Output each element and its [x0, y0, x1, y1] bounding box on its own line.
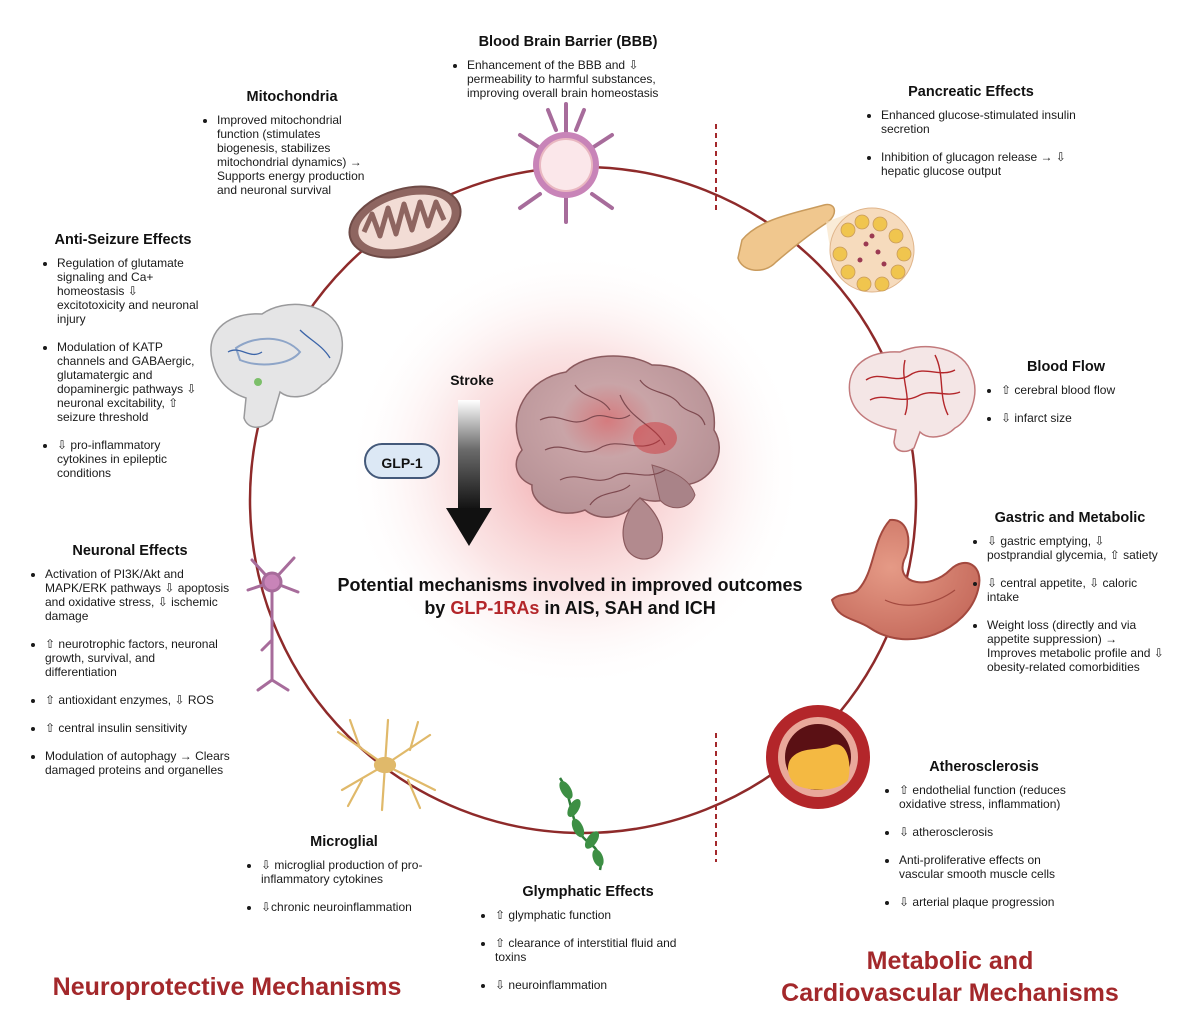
list-item: ⇧ antioxidant enzymes, ⇩ ROS — [45, 693, 230, 707]
category-line2: Cardiovascular Mechanisms — [781, 979, 1119, 1007]
title-suffix: in AIS, SAH and ICH — [539, 598, 716, 618]
category-neuroprotective: Neuroprotective Mechanisms — [52, 973, 402, 1001]
glp1-badge: GLP-1 — [364, 443, 440, 479]
title-prefix: by — [424, 598, 451, 618]
blood-brain-barrier-icon — [518, 102, 614, 224]
section-anti-seizure: Anti-Seizure Effects Regulation of gluta… — [42, 232, 204, 480]
glymphatic-vessel-icon — [558, 777, 604, 871]
list-item: Regulation of glutamate signaling and Ca… — [57, 256, 204, 326]
list-item: ⇧ glymphatic function — [495, 908, 696, 922]
list-item: ⇩ arterial plaque progression — [899, 895, 1084, 909]
central-title-line1: Potential mechanisms involved in improve… — [337, 575, 803, 595]
section-title: Anti-Seizure Effects — [54, 232, 192, 248]
microglia-icon — [336, 718, 437, 812]
list-item: ⇩ pro-inflammatory cytokines in epilepti… — [57, 438, 204, 480]
neuron-icon — [246, 556, 300, 692]
central-title-line2: by GLP-1RAs in AIS, SAH and ICH — [300, 597, 840, 620]
section-title: Mitochondria — [246, 89, 338, 105]
section-title: Neuronal Effects — [72, 543, 188, 559]
section-bbb: Blood Brain Barrier (BBB) Enhancement of… — [452, 34, 684, 100]
downward-arrow-icon — [446, 400, 492, 546]
brain-blood-flow-icon — [848, 345, 976, 453]
section-title: Microglial — [310, 834, 378, 850]
section-title: Atherosclerosis — [929, 759, 1039, 775]
list-item: ⇧ endothelial function (reduces oxidativ… — [899, 783, 1084, 811]
stomach-icon — [830, 518, 981, 641]
stroke-label: Stroke — [450, 372, 494, 388]
artery-plaque-icon — [766, 705, 870, 809]
list-item: ⇩ central appetite, ⇩ caloric intake — [987, 576, 1168, 604]
list-item: Improved mitochondrial function (stimula… — [217, 113, 382, 197]
list-item: ⇩ microglial production of pro-inflammat… — [261, 858, 442, 886]
section-atherosclerosis: Atherosclerosis ⇧ endothelial function (… — [884, 759, 1084, 909]
category-line1: Metabolic and — [866, 947, 1034, 975]
section-pancreatic: Pancreatic Effects Enhanced glucose-stim… — [866, 84, 1076, 178]
list-item: Modulation of KATP channels and GABAergi… — [57, 340, 204, 424]
list-item: Enhanced glucose-stimulated insulin secr… — [881, 108, 1076, 136]
central-brain-icon — [515, 355, 720, 560]
list-item: ⇩ gastric emptying, ⇩ postprandial glyce… — [987, 534, 1168, 562]
list-item: Activation of PI3K/Akt and MAPK/ERK path… — [45, 567, 230, 623]
list-item: Inhibition of glucagon release → ⇩ hepat… — [881, 150, 1076, 178]
sagittal-brain-seizure-icon — [210, 303, 344, 428]
section-mitochondria: Mitochondria Improved mitochondrial func… — [202, 89, 382, 197]
section-title: Pancreatic Effects — [908, 84, 1034, 100]
title-highlight: GLP-1RAs — [450, 598, 540, 618]
section-gastric-metabolic: Gastric and Metabolic ⇩ gastric emptying… — [972, 510, 1168, 674]
section-title: Blood Brain Barrier (BBB) — [478, 34, 658, 50]
central-title: Potential mechanisms involved in improve… — [300, 574, 840, 620]
mitochondria-icon — [348, 185, 462, 259]
list-item: Weight loss (directly and via appetite s… — [987, 618, 1168, 674]
list-item: ⇩ infarct size — [1001, 411, 1146, 425]
list-item: ⇩chronic neuroinflammation — [261, 900, 442, 914]
list-item: Modulation of autophagy → Clears damaged… — [45, 749, 230, 777]
list-item: ⇧ neurotrophic factors, neuronal growth,… — [45, 637, 230, 679]
section-title: Blood Flow — [1026, 359, 1106, 375]
section-glymphatic: Glymphatic Effects ⇧ glymphatic function… — [480, 884, 696, 992]
list-item: ⇧ clearance of interstitial fluid and to… — [495, 936, 696, 964]
list-item: Enhancement of the BBB and ⇩ permeabilit… — [467, 58, 684, 100]
list-item: ⇧ cerebral blood flow — [1001, 383, 1146, 397]
pancreas-icon — [737, 203, 915, 293]
list-item: ⇩ atherosclerosis — [899, 825, 1084, 839]
category-metabolic-cardiovascular: Metabolic and Cardiovascular Mechanisms — [760, 945, 1140, 1009]
section-title: Gastric and Metabolic — [994, 510, 1146, 526]
section-title: Glymphatic Effects — [522, 884, 654, 900]
list-item: ⇧ central insulin sensitivity — [45, 721, 230, 735]
section-neuronal: Neuronal Effects Activation of PI3K/Akt … — [30, 543, 230, 777]
list-item: Anti-proliferative effects on vascular s… — [899, 853, 1084, 881]
section-microglial: Microglial ⇩ microglial production of pr… — [246, 834, 442, 914]
list-item: ⇩ neuroinflammation — [495, 978, 696, 992]
section-blood-flow: Blood Flow ⇧ cerebral blood flow ⇩ infar… — [986, 359, 1146, 425]
